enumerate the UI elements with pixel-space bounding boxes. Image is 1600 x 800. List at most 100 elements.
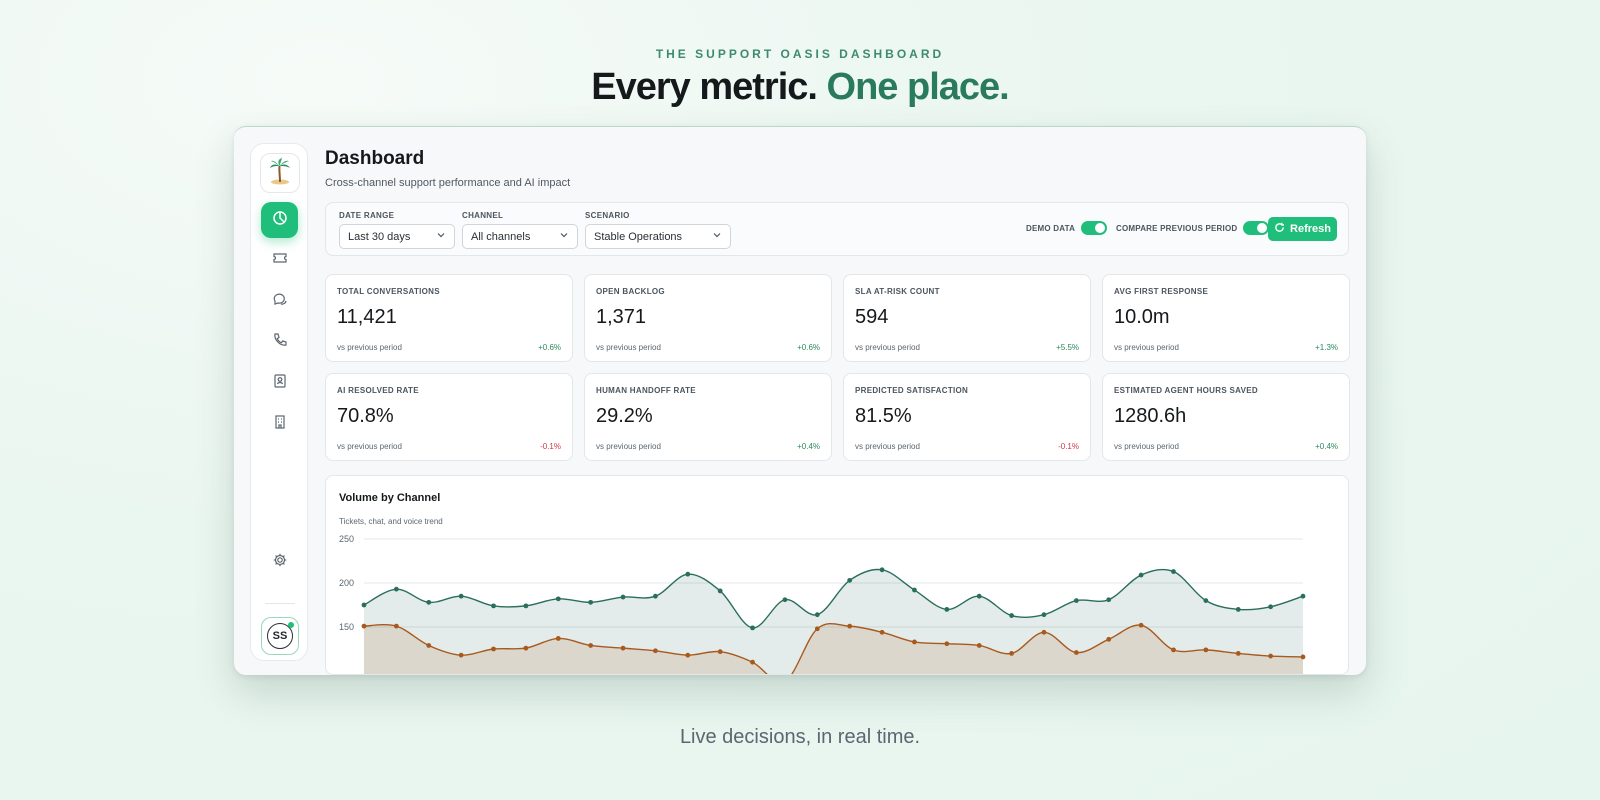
nav-dashboard[interactable] [261,202,298,238]
data-point[interactable] [393,586,399,592]
gear-icon [272,552,288,573]
demo-data-toggle[interactable] [1081,221,1108,235]
headline-accent: One place. [826,66,1010,108]
date-range-value: Last 30 days [348,230,411,243]
data-point[interactable] [1073,598,1079,603]
data-point[interactable] [555,636,561,641]
presence-dot [288,622,294,628]
refresh-button[interactable]: Refresh [1268,217,1337,241]
data-point[interactable] [976,593,982,599]
nav-voice[interactable] [268,330,292,354]
data-point[interactable] [847,623,853,629]
scenario-value: Stable Operations [594,230,683,243]
scenario-label: SCENARIO [585,211,630,220]
data-point[interactable] [685,652,691,658]
data-point[interactable] [523,645,529,651]
data-point[interactable] [879,629,885,635]
data-point[interactable] [653,648,658,654]
data-point[interactable] [1138,622,1144,628]
data-point[interactable] [1235,651,1241,656]
sidebar: SS [250,143,308,661]
data-point[interactable] [1009,613,1014,618]
compare-label: COMPARE PREVIOUS PERIOD [1116,223,1238,233]
data-point[interactable] [620,594,626,600]
data-point[interactable] [1138,572,1144,578]
user-avatar[interactable]: SS [261,617,299,655]
data-point[interactable] [1106,636,1112,642]
data-point[interactable] [944,641,950,647]
data-point[interactable] [976,643,982,648]
phone-icon [272,332,288,353]
data-point[interactable] [1203,598,1209,603]
date-range-label: DATE RANGE [339,211,395,220]
data-point[interactable] [847,577,853,583]
hero-tagline: Live decisions, in real time. [679,726,921,748]
data-point[interactable] [1171,647,1176,653]
data-point[interactable] [1203,647,1209,653]
channel-select[interactable]: All channels [462,224,578,249]
nav-organizations[interactable] [268,412,292,436]
nav-contacts[interactable] [268,371,292,395]
chart-subtitle: Tickets, chat, and voice trend [339,517,443,526]
data-point[interactable] [393,623,399,629]
data-point[interactable] [717,588,723,594]
data-point[interactable] [814,612,820,618]
data-point[interactable] [361,623,367,629]
logo[interactable] [260,153,300,193]
kpi-delta: +0.6% [797,343,820,352]
data-point[interactable] [620,645,626,651]
data-point[interactable] [1300,654,1306,660]
kpi-value: 81.5% [855,405,912,427]
data-point[interactable] [458,593,464,599]
volume-chart: 250 200 150 [339,534,1306,674]
data-point[interactable] [458,652,464,658]
data-point[interactable] [1300,593,1306,599]
data-point[interactable] [523,603,529,609]
data-point[interactable] [782,597,788,603]
data-point[interactable] [685,571,691,577]
refresh-label: Refresh [1290,223,1331,235]
sidebar-divider [265,603,295,604]
kpi-card: SLA AT-RISK COUNT 594 vs previous period +5… [843,274,1091,362]
data-point[interactable] [814,626,820,632]
hero-eyebrow: THE SUPPORT OASIS DASHBOARD [655,47,945,61]
data-point[interactable] [1009,651,1014,656]
data-point[interactable] [426,599,432,605]
data-point[interactable] [361,602,367,608]
data-point[interactable] [1106,597,1112,603]
date-range-select[interactable]: Last 30 days [339,224,455,249]
nav-chats[interactable] [268,289,292,313]
nav-tickets[interactable] [268,248,292,272]
data-point[interactable] [1041,629,1047,635]
data-point[interactable] [912,587,917,593]
data-point[interactable] [491,646,496,652]
data-point[interactable] [588,643,594,648]
data-point[interactable] [717,649,723,655]
data-point[interactable] [555,596,561,602]
kpi-card: ESTIMATED AGENT HOURS SAVED 1280.6h vs pre… [1102,373,1350,461]
data-point[interactable] [944,607,950,612]
data-point[interactable] [750,659,755,665]
data-point[interactable] [1268,604,1274,610]
scenario-select[interactable]: Stable Operations [585,224,731,249]
data-point[interactable] [1041,612,1047,618]
nav-settings[interactable] [268,550,292,574]
data-point[interactable] [912,639,917,645]
scenario-filter: SCENARIO Stable Operations [585,211,731,249]
compare-toggle[interactable] [1243,221,1270,235]
data-point[interactable] [426,643,432,648]
data-point[interactable] [653,593,658,599]
channel-value: All channels [471,230,531,243]
kpi-delta: -0.1% [1058,442,1079,451]
hero-headline: Every metric. One place. [0,66,1600,109]
data-point[interactable] [1235,607,1241,612]
data-point[interactable] [1268,653,1274,659]
data-point[interactable] [1073,650,1079,655]
data-point[interactable] [879,567,885,573]
data-point[interactable] [588,599,594,605]
data-point[interactable] [750,625,755,631]
data-point[interactable] [1171,569,1176,574]
data-point[interactable] [491,603,496,609]
kpi-compare-text: vs previous period [1114,442,1179,451]
date-range-filter: DATE RANGE Last 30 days [339,211,455,249]
